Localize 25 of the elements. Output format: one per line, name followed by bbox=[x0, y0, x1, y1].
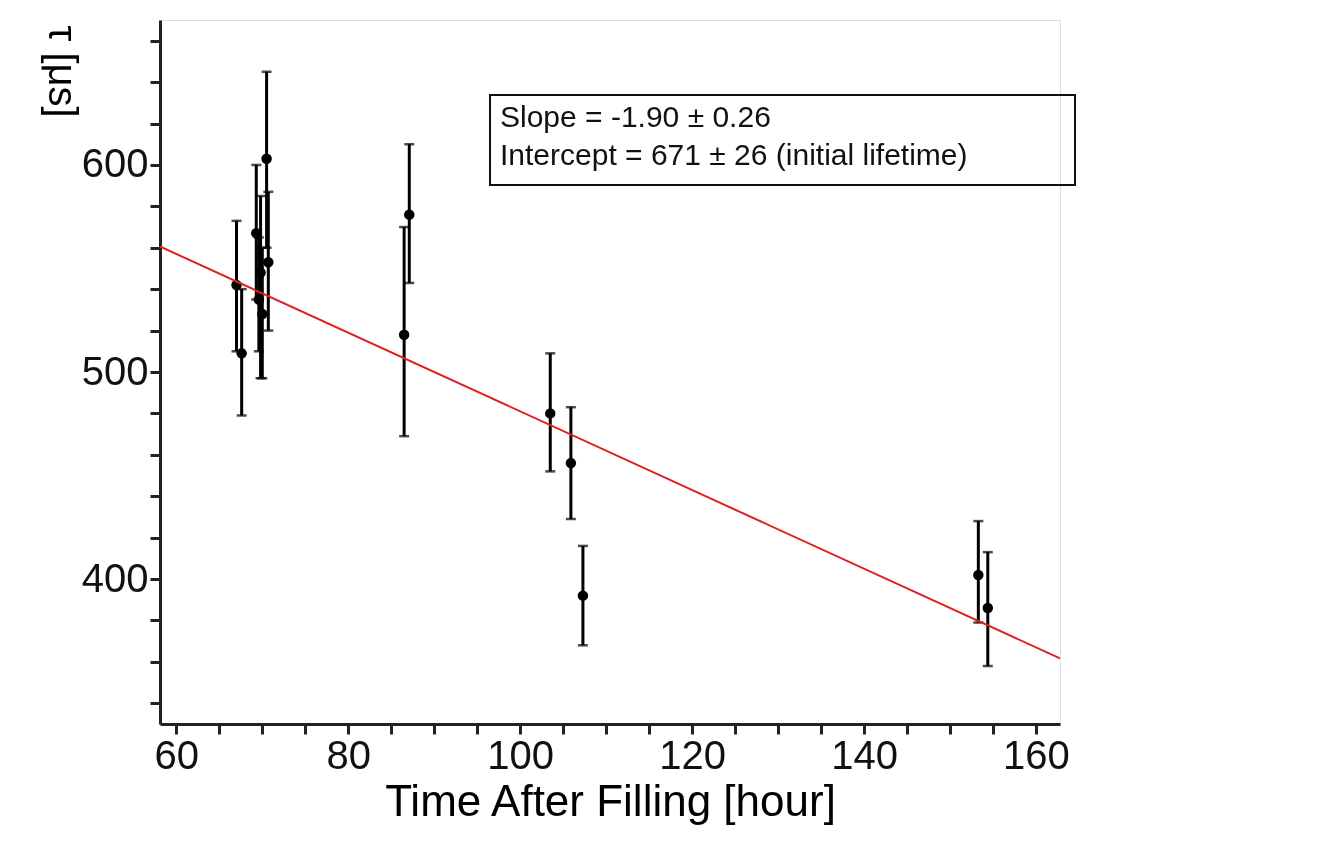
point bbox=[257, 308, 268, 320]
annotation: Slope = -1.90 ± 0.26 bbox=[500, 100, 771, 133]
point bbox=[263, 257, 274, 268]
point bbox=[565, 457, 577, 469]
x-tick-label: 160 bbox=[1003, 732, 1070, 777]
x-tick-label: 100 bbox=[487, 732, 555, 777]
x-tick-label: 140 bbox=[831, 732, 898, 777]
point bbox=[545, 408, 556, 419]
point bbox=[982, 602, 994, 614]
point bbox=[261, 153, 272, 164]
x-tick-label: 60 bbox=[154, 732, 200, 777]
point bbox=[398, 329, 410, 340]
point bbox=[404, 209, 415, 220]
point bbox=[973, 569, 984, 581]
x-tick-label: 120 bbox=[659, 732, 726, 777]
point bbox=[253, 294, 265, 305]
y-axis-title: τ [μs] bbox=[40, 25, 85, 118]
y-tick-label: 500 bbox=[81, 348, 149, 393]
point bbox=[236, 348, 247, 359]
y-tick-label: 400 bbox=[81, 555, 149, 600]
x-axis-title: Time After Filling [hour] bbox=[385, 775, 836, 825]
y-tick-label: 600 bbox=[81, 141, 149, 186]
x-tick-label: 80 bbox=[326, 732, 371, 777]
annotation: Intercept = 671 ± 26 (initial lifetime) bbox=[500, 138, 968, 171]
point bbox=[577, 590, 589, 601]
